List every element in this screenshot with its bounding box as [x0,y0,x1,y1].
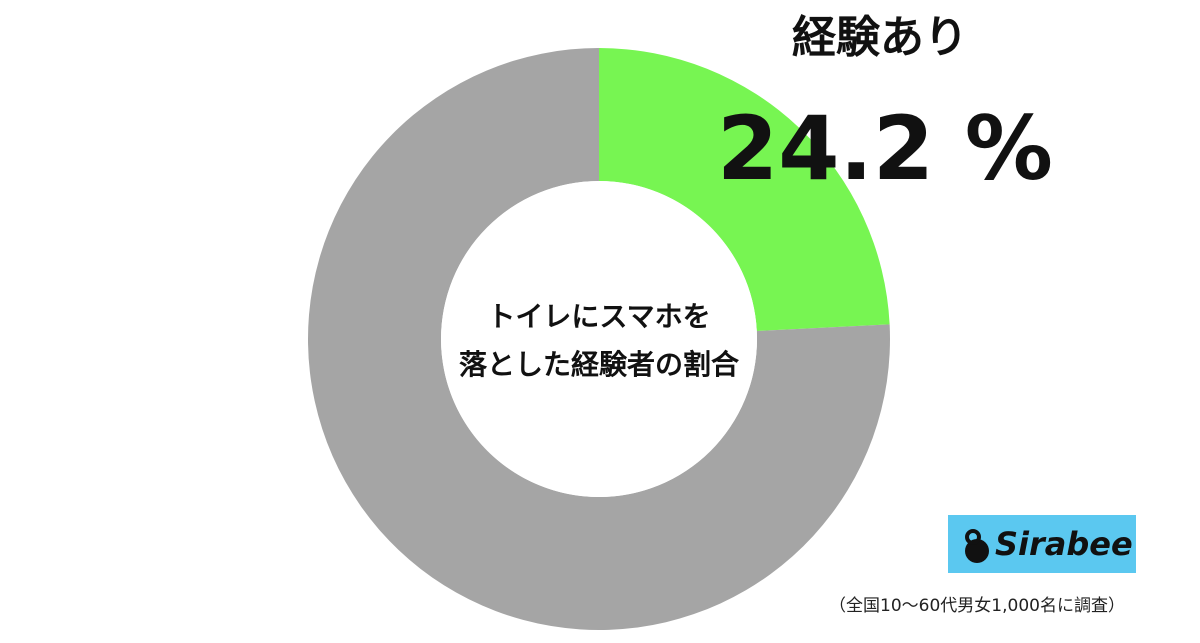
donut-segment [599,48,890,332]
donut-hole [441,181,757,497]
donut-segment [308,48,890,630]
logo-text: Sirabee [995,525,1133,563]
category-label: 経験あり [792,12,968,63]
value-label: 24.2 % [717,97,1053,200]
center-text: 落とした経験者の割合 [459,348,740,381]
source-note: （全国10〜60代男女1,000名に調査） [829,596,1125,616]
donut [308,48,890,630]
center-text: トイレにスマホを [487,300,710,333]
logo-icon [965,529,981,545]
logo-icon [965,539,989,563]
